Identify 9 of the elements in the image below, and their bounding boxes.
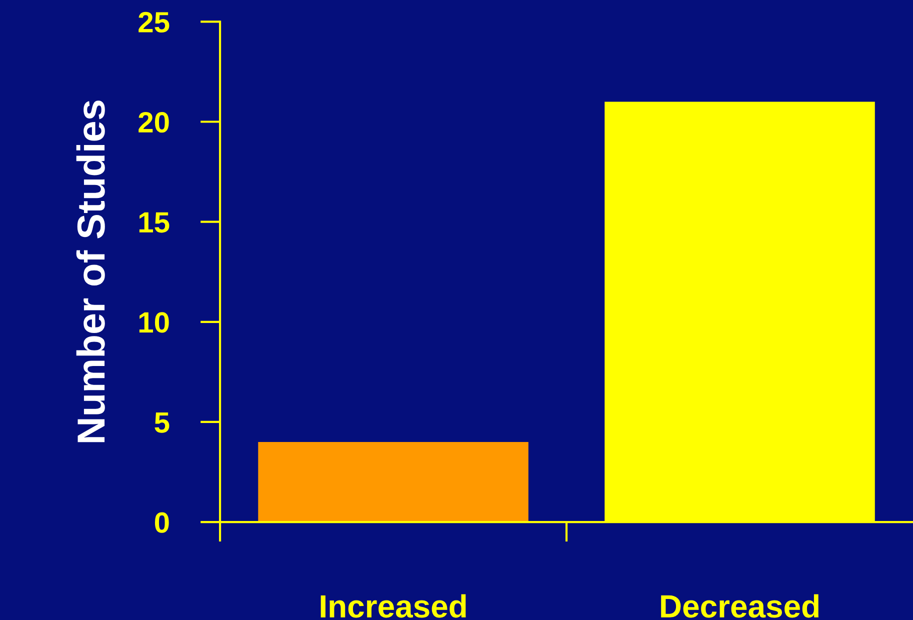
x-tick-label: Decreased [661, 594, 818, 618]
x-tick-label: Increased [320, 594, 466, 618]
y-tick-label: 20 [138, 112, 169, 133]
y-tick-label: 15 [139, 212, 170, 233]
y-tick-label: 5 [154, 412, 170, 433]
y-axis-title: Number of Studies [76, 100, 105, 442]
y-tick-label: 25 [138, 12, 170, 33]
y-tick-label: 0 [154, 512, 169, 533]
y-tick-label: 10 [139, 312, 169, 333]
